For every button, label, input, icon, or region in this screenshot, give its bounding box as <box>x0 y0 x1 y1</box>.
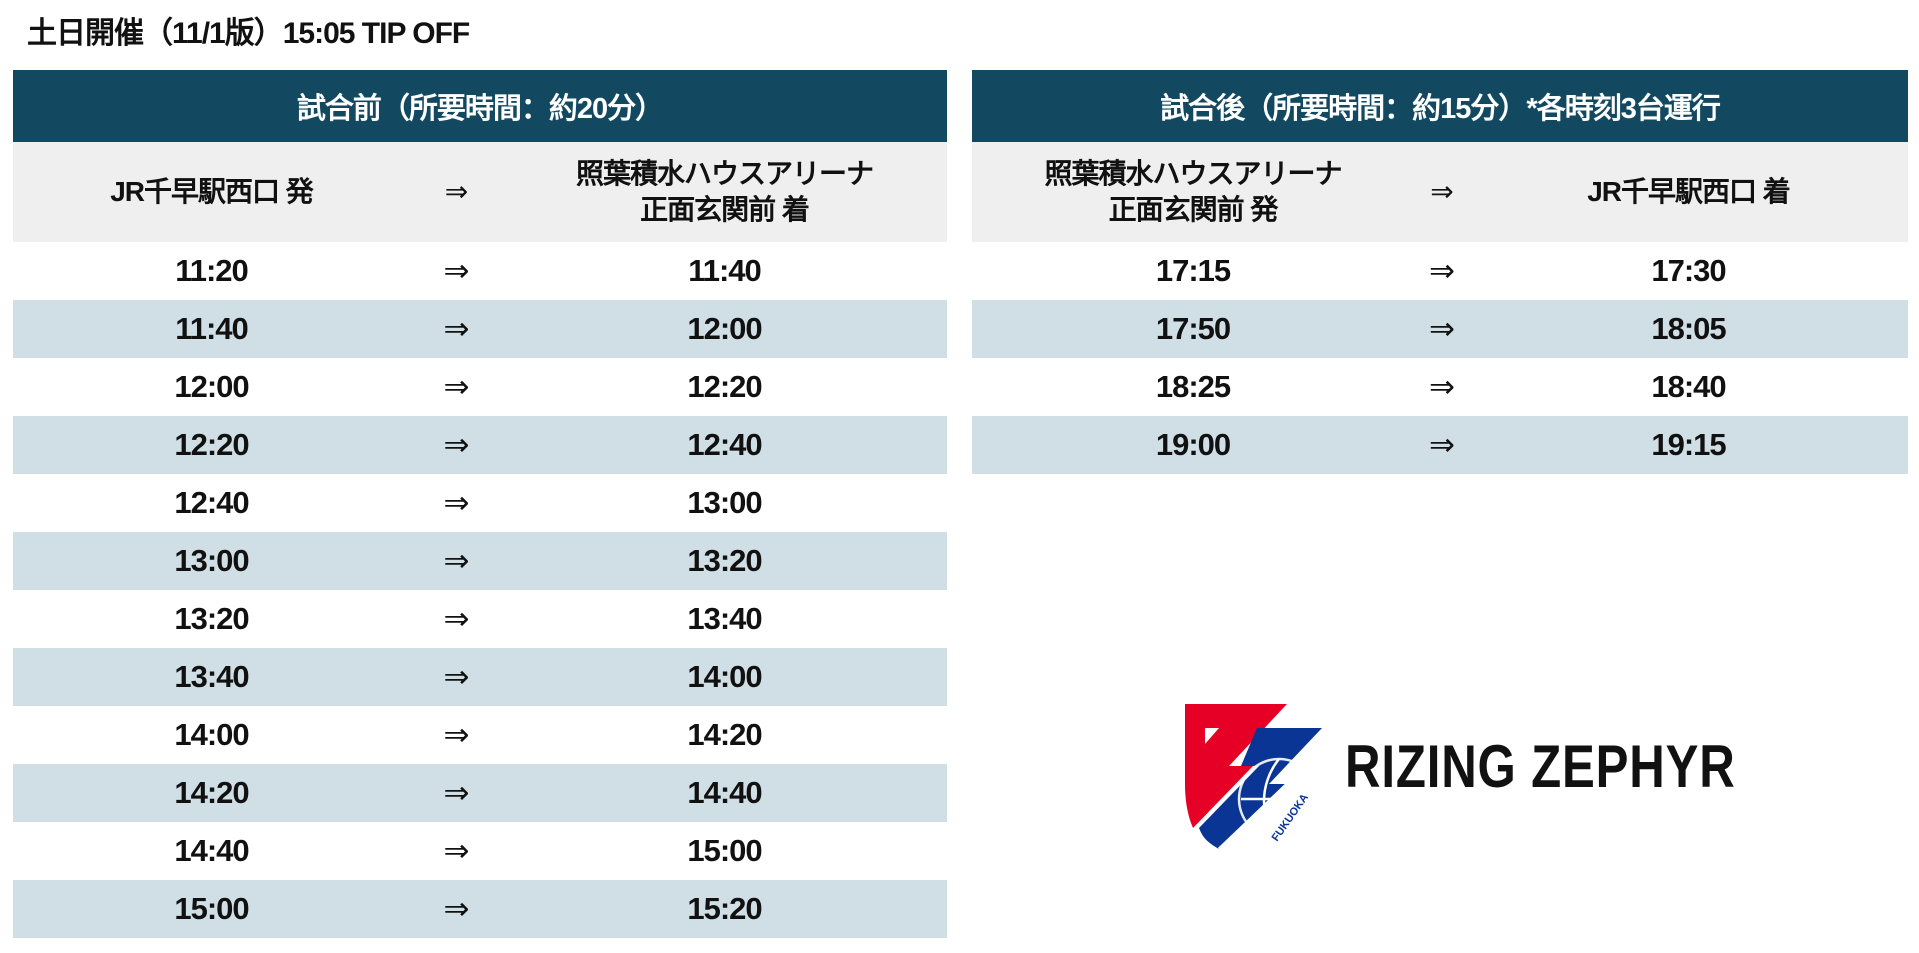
departure-time: 18:25 <box>1155 369 1231 404</box>
arrival-time: 15:20 <box>687 891 762 926</box>
table-row: 18:25 ⇒ 18:40 <box>972 358 1908 416</box>
departure-time: 13:40 <box>174 659 249 694</box>
arrival-time: 15:00 <box>687 833 762 868</box>
before-game-table: 試合前（所要時間：約20分） JR千早駅西口 発 ⇒ 照葉積水ハウスアリーナ 正… <box>13 70 947 938</box>
arrival-time: 18:40 <box>1651 369 1726 404</box>
arrow-icon: ⇒ <box>443 253 470 288</box>
departure-time: 11:20 <box>175 253 249 288</box>
departure-time: 19:00 <box>1155 427 1231 462</box>
arrival-time: 12:40 <box>687 427 762 462</box>
arrival-time: 14:00 <box>687 659 762 694</box>
arrival-time: 11:40 <box>688 253 762 288</box>
table-row: 17:50 ⇒ 18:05 <box>972 300 1908 358</box>
table-row: 14:20 ⇒ 14:40 <box>13 764 947 822</box>
table-row: 12:40 ⇒ 13:00 <box>13 474 947 532</box>
table-row: 19:00 ⇒ 19:15 <box>972 416 1908 474</box>
page-title: 土日開催（11/1版）15:05 TIP OFF <box>27 17 470 50</box>
arrival-column-header: JR千早駅西口 着 <box>1587 176 1791 207</box>
arrow-icon: ⇒ <box>443 543 470 578</box>
departure-time: 12:00 <box>174 369 249 404</box>
departure-time: 14:20 <box>174 775 249 810</box>
arrival-time: 13:40 <box>687 601 762 636</box>
arrow-icon: ⇒ <box>443 659 470 694</box>
departure-time: 17:50 <box>1155 311 1231 346</box>
after-game-table: 試合後（所要時間：約15分）*各時刻3台運行 照葉積水ハウスアリーナ 正面玄関前… <box>972 70 1908 474</box>
table-row: 12:00 ⇒ 12:20 <box>13 358 947 416</box>
table-row: 11:20 ⇒ 11:40 <box>13 242 947 300</box>
arrival-column-header: 照葉積水ハウスアリーナ 正面玄関前 着 <box>502 156 947 228</box>
team-emblem-icon: FUKUOKA <box>1185 704 1322 851</box>
logo-wordmark: RIZING ZEPHYR <box>1345 733 1736 800</box>
after-game-column-headers: 照葉積水ハウスアリーナ 正面玄関前 発 ⇒ JR千早駅西口 着 <box>972 142 1908 242</box>
arrival-time: 14:40 <box>687 775 762 810</box>
arrow-icon: ⇒ <box>1430 176 1453 207</box>
departure-time: 14:40 <box>174 833 249 868</box>
arrow-icon: ⇒ <box>1429 369 1455 404</box>
arrival-time: 12:00 <box>687 311 762 346</box>
arrow-icon: ⇒ <box>1429 427 1455 462</box>
arrow-icon: ⇒ <box>1429 253 1455 288</box>
table-row: 13:40 ⇒ 14:00 <box>13 648 947 706</box>
after-game-header: 試合後（所要時間：約15分）*各時刻3台運行 <box>972 70 1908 142</box>
arrival-time: 17:30 <box>1651 253 1726 288</box>
arrow-icon: ⇒ <box>443 427 470 462</box>
arrival-time: 19:15 <box>1651 427 1726 462</box>
table-row: 12:20 ⇒ 12:40 <box>13 416 947 474</box>
arrow-icon: ⇒ <box>443 717 470 752</box>
arrival-time: 13:20 <box>687 543 762 578</box>
departure-time: 13:00 <box>174 543 249 578</box>
arrow-icon: ⇒ <box>443 775 470 810</box>
table-row: 14:00 ⇒ 14:20 <box>13 706 947 764</box>
table-row: 13:00 ⇒ 13:20 <box>13 532 947 590</box>
departure-time: 12:40 <box>174 485 249 520</box>
table-row: 17:15 ⇒ 17:30 <box>972 242 1908 300</box>
departure-column-header: JR千早駅西口 発 <box>110 176 314 207</box>
arrival-time: 13:00 <box>687 485 762 520</box>
table-row: 14:40 ⇒ 15:00 <box>13 822 947 880</box>
departure-time: 13:20 <box>174 601 249 636</box>
table-row: 11:40 ⇒ 12:00 <box>13 300 947 358</box>
before-game-column-headers: JR千早駅西口 発 ⇒ 照葉積水ハウスアリーナ 正面玄関前 着 <box>13 142 947 242</box>
departure-header-line2: 正面玄関前 発 <box>1108 194 1279 225</box>
departure-header-line1: 照葉積水ハウスアリーナ <box>1044 158 1342 189</box>
departure-time: 17:15 <box>1155 253 1231 288</box>
arrow-icon: ⇒ <box>443 833 470 868</box>
arrow-icon: ⇒ <box>443 311 470 346</box>
arrow-icon: ⇒ <box>443 601 470 636</box>
departure-time: 15:00 <box>174 891 249 926</box>
before-game-header: 試合前（所要時間：約20分） <box>13 70 947 142</box>
departure-time: 12:20 <box>174 427 249 462</box>
table-row: 13:20 ⇒ 13:40 <box>13 590 947 648</box>
table-row: 15:00 ⇒ 15:20 <box>13 880 947 938</box>
arrival-time: 14:20 <box>687 717 762 752</box>
arrival-time: 12:20 <box>687 369 762 404</box>
departure-time: 14:00 <box>174 717 249 752</box>
arrow-icon: ⇒ <box>443 891 470 926</box>
departure-column-header: 照葉積水ハウスアリーナ 正面玄関前 発 <box>972 156 1414 228</box>
arrow-icon: ⇒ <box>444 176 468 207</box>
arrival-header-line2: 正面玄関前 着 <box>640 194 810 225</box>
arrow-icon: ⇒ <box>443 369 470 404</box>
arrival-header-line1: 照葉積水ハウスアリーナ <box>575 158 874 189</box>
departure-time: 11:40 <box>175 311 249 346</box>
arrival-time: 18:05 <box>1651 311 1726 346</box>
arrow-icon: ⇒ <box>1429 311 1455 346</box>
arrow-icon: ⇒ <box>443 485 470 520</box>
rizing-zephyr-logo: FUKUOKA RIZING ZEPHYR <box>1179 704 1735 851</box>
